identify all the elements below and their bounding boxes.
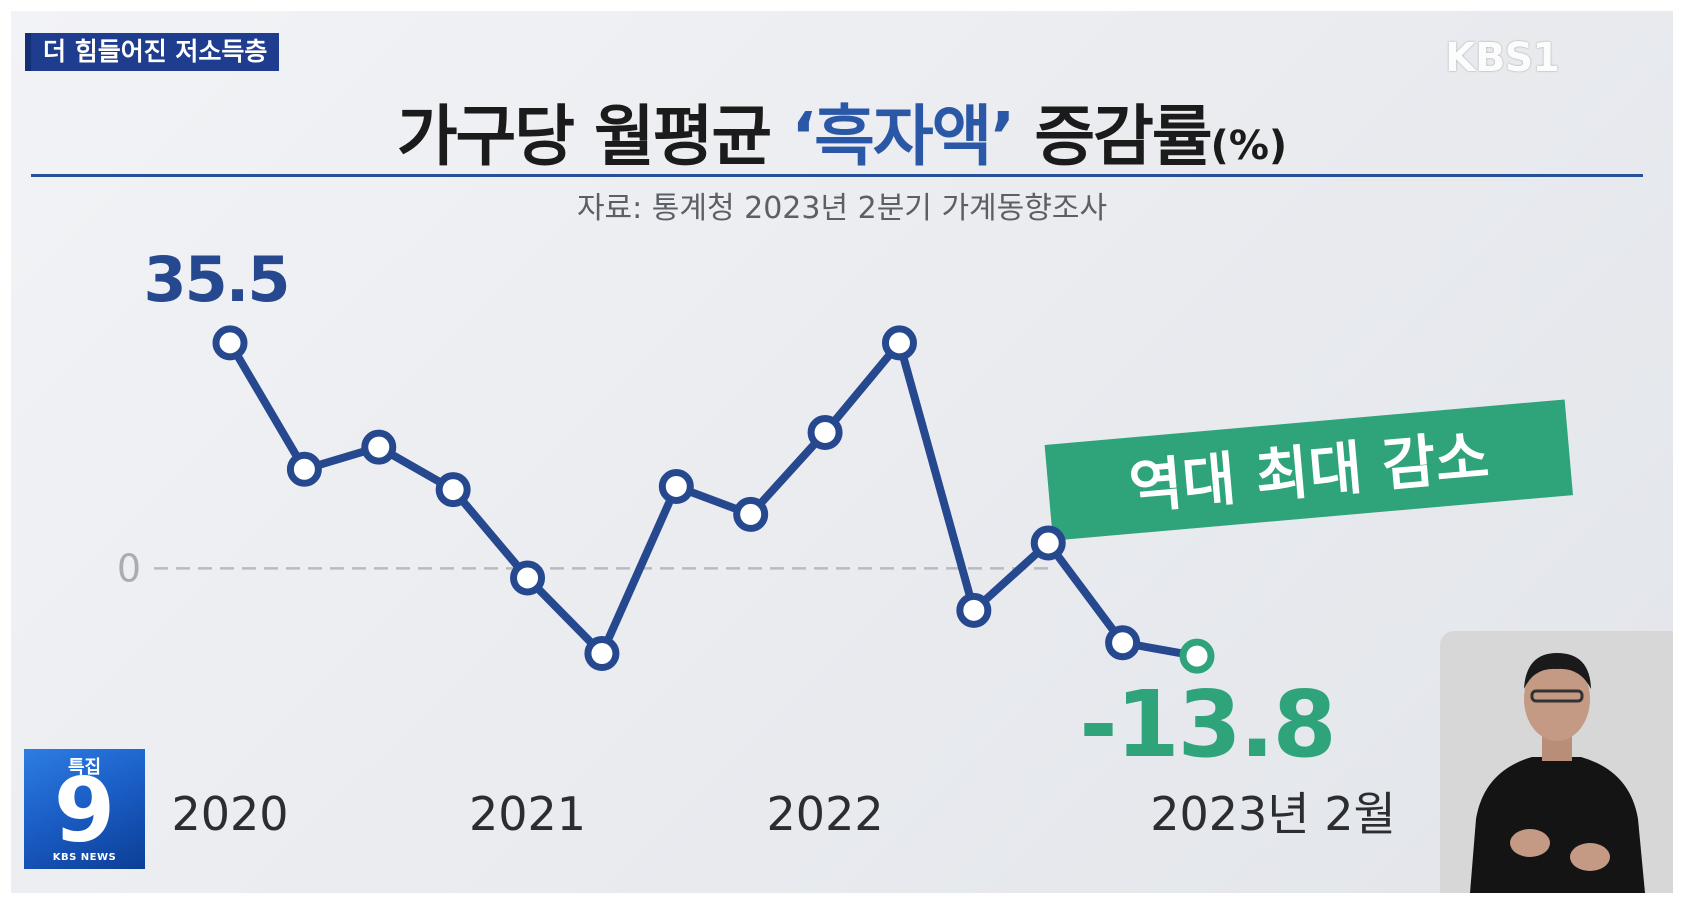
- marker-layer: [212, 325, 1215, 674]
- channel-logo: 특집 9 KBS NEWS: [24, 749, 145, 869]
- x-tick-label: 2020: [171, 787, 288, 841]
- data-point: [956, 592, 992, 628]
- channel-logo-number: 9: [53, 759, 116, 862]
- data-point-latest: [1179, 638, 1215, 674]
- interpreter-hair: [1524, 653, 1591, 689]
- data-point: [435, 472, 471, 508]
- data-point: [1030, 525, 1066, 561]
- channel-logo-label: 특집: [67, 757, 102, 778]
- data-point: [212, 325, 248, 361]
- channel-logo-network: KBS NEWS: [52, 852, 117, 863]
- data-point: [733, 496, 769, 532]
- data-label: 35.5: [144, 243, 289, 316]
- broadcaster-logo: KBS1: [1445, 35, 1560, 81]
- title-underline: [31, 174, 1643, 177]
- interpreter-glasses: [1530, 689, 1584, 703]
- callout-box: [1044, 399, 1573, 541]
- data-point: [807, 414, 843, 450]
- data-point: [1105, 625, 1141, 661]
- title-unit: (%): [1210, 123, 1288, 169]
- interpreter-hand-left: [1510, 829, 1550, 857]
- data-point: [584, 636, 620, 672]
- title-prefix: 가구당 월평균: [396, 98, 792, 175]
- chart-frame: 더 힘들어진 저소득층 KBS1 가구당 월평균 ‘흑자액’ 증감률(%) 자료…: [11, 11, 1673, 893]
- x-tick-label: 2022: [767, 787, 884, 841]
- x-tick-label: 2023년 2월: [1150, 787, 1396, 841]
- data-point: [881, 325, 917, 361]
- label-layer: 35.5 -13.8 2020 2021 2022 2023년 2월: [144, 243, 1396, 841]
- title-highlight: ‘흑자액’: [791, 98, 1015, 175]
- data-label: -13.8: [1079, 671, 1334, 778]
- chart-title: 가구당 월평균 ‘흑자액’ 증감률(%): [11, 83, 1673, 179]
- interpreter-hand-right: [1570, 843, 1610, 871]
- topic-badge: 더 힘들어진 저소득층: [25, 33, 280, 71]
- data-point: [658, 468, 694, 504]
- x-tick-label: 2021: [469, 787, 586, 841]
- data-point: [361, 429, 397, 465]
- source-note: 자료: 통계청 2023년 2분기 가계동향조사: [576, 191, 1108, 226]
- sign-language-interpreter: [1440, 631, 1673, 893]
- zero-axis: 0: [117, 546, 1051, 590]
- interpreter-body: [1470, 757, 1645, 893]
- data-point: [286, 451, 322, 487]
- interpreter-head: [1524, 657, 1590, 741]
- line-chart: 0 역대 최대 감소 35.5 -13.8 2020 2021 2022 2023년 2월: [117, 243, 1573, 841]
- title-suffix: 증감률: [1013, 98, 1212, 175]
- y-tick-label: 0: [117, 546, 141, 590]
- data-point: [510, 560, 546, 596]
- callout-layer: 역대 최대 감소: [1044, 399, 1573, 541]
